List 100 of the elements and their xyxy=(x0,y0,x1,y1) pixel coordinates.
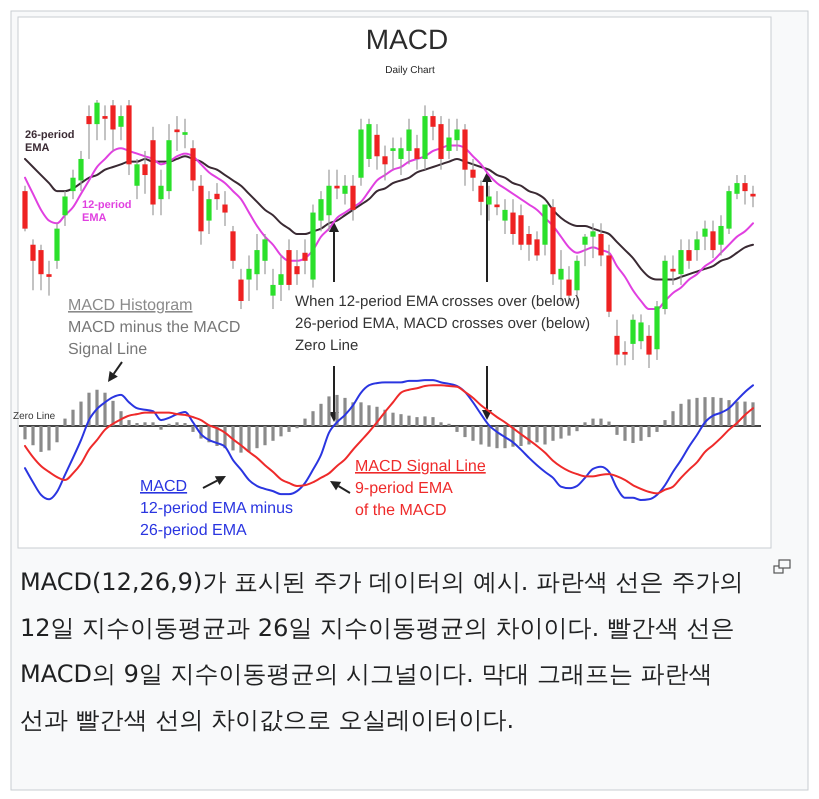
candlestick xyxy=(374,124,380,170)
candlestick xyxy=(510,198,516,246)
bar xyxy=(367,405,371,426)
candlestick xyxy=(694,230,700,262)
candlestick xyxy=(302,238,308,275)
candlestick xyxy=(526,225,532,262)
candlestick xyxy=(78,150,84,192)
bar xyxy=(279,426,283,436)
bar xyxy=(303,418,307,426)
bar xyxy=(183,423,187,426)
candlestick xyxy=(446,118,452,160)
candlestick xyxy=(486,185,492,222)
bar xyxy=(695,398,699,426)
candlestick xyxy=(398,136,404,176)
bar xyxy=(471,426,475,441)
candlestick xyxy=(62,190,68,227)
candlestick xyxy=(134,158,140,200)
annotation: 12-period EMA minus 26-period EMA xyxy=(140,500,293,539)
candlestick xyxy=(598,222,604,267)
bar xyxy=(607,422,611,426)
candlestick xyxy=(382,144,388,181)
candlestick xyxy=(222,190,228,227)
bar xyxy=(535,426,539,442)
candlestick xyxy=(246,254,252,302)
candlestick xyxy=(118,104,124,141)
bar xyxy=(647,426,651,438)
bar xyxy=(311,411,315,426)
bar xyxy=(359,402,363,426)
candlestick xyxy=(214,182,220,210)
bar xyxy=(31,426,35,446)
candlestick xyxy=(182,118,188,149)
candlestick xyxy=(238,268,244,310)
bar xyxy=(191,426,195,432)
candlestick xyxy=(102,104,108,141)
candlestick xyxy=(390,136,396,170)
bar xyxy=(567,426,571,436)
bar xyxy=(287,426,291,432)
chart-subtitle: Daily Chart xyxy=(385,65,435,76)
bar xyxy=(543,426,547,444)
bar xyxy=(591,418,595,426)
candlestick xyxy=(86,104,92,160)
bar xyxy=(551,426,555,441)
bar xyxy=(135,423,139,426)
candlestick xyxy=(406,118,412,165)
annotation: MACD minus the MACD Signal Line xyxy=(68,319,240,358)
candlestick xyxy=(262,233,268,275)
candlestick xyxy=(414,134,420,170)
bar xyxy=(23,426,27,440)
candlestick xyxy=(590,222,596,259)
bar xyxy=(423,416,427,426)
candlestick xyxy=(270,268,276,310)
ref-line-label: Zero Line xyxy=(13,411,56,422)
annotation: 9-period EMA of the MACD xyxy=(355,480,454,519)
bar xyxy=(127,420,131,426)
bar xyxy=(79,402,83,426)
series-label: MACD Signal Line xyxy=(355,458,486,475)
bar xyxy=(271,426,275,441)
bar xyxy=(455,426,459,432)
bar xyxy=(415,417,419,426)
chart-title: MACD xyxy=(366,24,448,55)
bar xyxy=(687,399,691,426)
candlestick xyxy=(646,324,652,369)
bar xyxy=(55,426,59,442)
candlestick xyxy=(614,319,620,366)
text: MACD Histogram xyxy=(68,297,192,314)
candlestick xyxy=(278,254,284,302)
bar xyxy=(615,426,619,435)
bar xyxy=(63,418,67,426)
bar xyxy=(679,404,683,426)
bar xyxy=(575,426,579,432)
bar xyxy=(327,396,331,426)
candlestick xyxy=(502,198,508,235)
candlestick xyxy=(94,99,100,141)
bar xyxy=(463,426,467,438)
bar xyxy=(319,404,323,426)
candlestick xyxy=(710,220,716,259)
bar xyxy=(407,416,411,426)
bar xyxy=(399,414,403,426)
candlestick xyxy=(478,180,484,216)
candlestick xyxy=(294,249,300,286)
bar xyxy=(655,426,659,432)
bar xyxy=(391,412,395,426)
candlestick xyxy=(158,169,164,216)
candlestick xyxy=(638,314,644,350)
bar xyxy=(623,426,627,441)
candlestick xyxy=(470,158,476,192)
bar xyxy=(47,426,51,450)
candlestick xyxy=(46,260,52,296)
text: MACD(12,26,9)가 표시된 주가 데이터의 예시. 파란색 선은 주가의 12일 지수이동평균과 26일 지수이동평균의 차이이다. 빨간색 선은 MACD의 9일 지수이동평균의 시그널이다. 막대 그래프는 파란색 선과 빨간색 선의 차이값으로 오실레이터이다. xyxy=(20,568,744,734)
candlestick xyxy=(142,150,148,194)
candlestick xyxy=(70,169,76,200)
bar xyxy=(39,426,43,452)
bar xyxy=(71,410,75,426)
candlestick xyxy=(582,233,588,267)
candlestick xyxy=(318,190,324,232)
candlestick xyxy=(430,110,436,141)
candlestick xyxy=(742,174,748,206)
series-label: 26-period EMA xyxy=(25,129,75,154)
bar xyxy=(631,426,635,444)
bar xyxy=(431,417,435,426)
